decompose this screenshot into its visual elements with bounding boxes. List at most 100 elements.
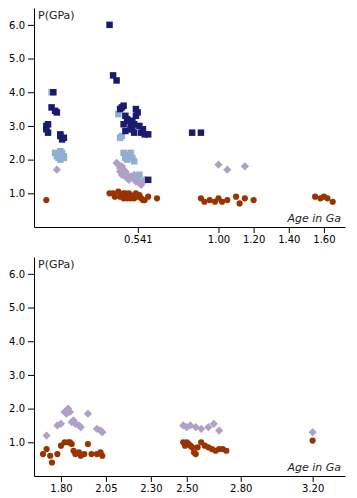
x-tick-mark	[61, 476, 62, 482]
y-tick-mark	[28, 409, 34, 410]
scatter-point	[42, 431, 50, 439]
y-tick-label: 3.0	[9, 370, 25, 381]
scatter-point	[40, 451, 46, 457]
scatter-point	[193, 451, 199, 457]
x-tick-label: 1.00	[208, 234, 230, 245]
plot-area	[40, 404, 317, 465]
scatter-point	[57, 420, 65, 428]
x-axis: 1.802.052.302.502.803.20	[35, 476, 346, 494]
scatter-point	[189, 129, 195, 135]
plot-area	[43, 22, 336, 207]
x-tick-mark	[106, 476, 107, 482]
scatter-point	[85, 441, 91, 447]
x-tick-mark	[151, 476, 152, 482]
scatter-point	[194, 444, 200, 450]
x-tick-label: 1.40	[278, 234, 300, 245]
y-tick-label: 3.0	[9, 121, 25, 132]
x-tick-mark	[138, 227, 139, 233]
scatter-point	[66, 408, 74, 416]
y-tick-label: 4.0	[9, 336, 25, 347]
y-tick-mark	[28, 126, 34, 127]
y-tick-label: 6.0	[9, 20, 25, 31]
scatter-point	[310, 438, 316, 444]
y-tick-label: 1.0	[9, 437, 25, 448]
y-axis-line	[34, 9, 35, 228]
y-tick-label: 5.0	[9, 302, 25, 313]
scatter-point	[210, 420, 218, 428]
x-tick: 3.20	[302, 476, 324, 494]
scatter-point	[309, 428, 317, 436]
x-tick-mark	[218, 227, 219, 233]
scatter-point	[197, 425, 205, 433]
y-tick-mark	[28, 375, 34, 376]
scatter-point	[214, 161, 222, 169]
y-tick: 3.0	[9, 121, 34, 132]
scatter-point	[47, 453, 53, 459]
y-axis-line	[34, 258, 35, 477]
scatter-point	[223, 448, 229, 454]
y-tick-label: 1.0	[9, 188, 25, 199]
scatter-point	[54, 109, 60, 115]
y-tick-label: 2.0	[9, 403, 25, 414]
y-tick: 5.0	[9, 302, 34, 313]
scatter-point	[312, 194, 318, 200]
y-tick: 2.0	[9, 154, 34, 165]
x-tick-label: 1.60	[313, 234, 335, 245]
y-tick: 6.0	[9, 20, 34, 31]
scatter-point	[61, 134, 67, 140]
x-tick: 1.00	[208, 227, 230, 245]
scatter-point	[145, 177, 151, 183]
y-tick-mark	[28, 341, 34, 342]
y-axis-title: P(GPa)	[38, 9, 75, 22]
scatter-point	[81, 451, 87, 457]
x-tick: 0.541	[124, 227, 153, 245]
x-tick: 1.20	[243, 227, 265, 245]
series-square	[48, 89, 142, 180]
scatter-point	[99, 453, 105, 459]
scatter-point	[324, 195, 330, 201]
panel: 0.5411.001.201.401.601.02.03.04.05.06.0P…	[9, 9, 345, 246]
scatter-point	[198, 129, 204, 135]
y-tick: 1.0	[9, 437, 34, 448]
series-circle	[40, 438, 316, 466]
y-tick-label: 6.0	[9, 269, 25, 280]
scatter-point	[145, 131, 151, 137]
x-tick-label: 0.541	[124, 234, 153, 245]
x-axis-line	[35, 476, 346, 477]
y-tick: 6.0	[9, 269, 34, 280]
x-tick: 1.40	[278, 227, 300, 245]
scatter-point	[145, 194, 151, 200]
scatter-point	[207, 197, 213, 203]
scatter-point	[43, 446, 49, 452]
scatter-point	[134, 109, 140, 115]
scatter-point	[154, 195, 160, 201]
y-tick: 2.0	[9, 403, 34, 414]
y-tick: 3.0	[9, 370, 34, 381]
scatter-point	[53, 166, 61, 174]
x-tick-mark	[324, 227, 325, 233]
x-axis-line	[35, 227, 346, 228]
y-tick-label: 5.0	[9, 53, 25, 64]
scatter-point	[241, 162, 249, 170]
x-tick-mark	[289, 227, 290, 233]
y-axis: 1.02.03.04.05.06.0	[9, 9, 34, 228]
scatter-point	[49, 459, 55, 465]
y-tick-mark	[28, 92, 34, 93]
x-tick: 2.30	[140, 476, 162, 494]
scatter-point	[242, 195, 248, 201]
x-axis-title: Age in Ga	[286, 212, 341, 225]
scatter-point	[120, 102, 126, 108]
scatter-point	[50, 89, 56, 95]
y-tick-mark	[28, 274, 34, 275]
x-tick-mark	[254, 227, 255, 233]
series-diamond	[53, 159, 249, 189]
y-tick-mark	[28, 25, 34, 26]
x-tick-label: 2.50	[176, 483, 198, 494]
scatter-point	[112, 194, 118, 200]
y-tick-mark	[28, 160, 34, 161]
scatter-point	[136, 172, 142, 178]
x-tick: 2.05	[95, 476, 117, 494]
y-tick-mark	[28, 193, 34, 194]
scatter-point	[88, 451, 94, 457]
x-tick-mark	[241, 476, 242, 482]
